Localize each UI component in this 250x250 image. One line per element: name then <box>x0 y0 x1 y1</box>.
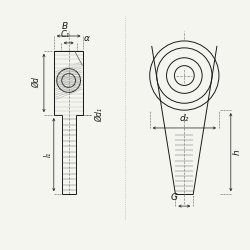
Text: h: h <box>232 149 241 155</box>
Text: α: α <box>84 34 89 43</box>
Text: C₁: C₁ <box>61 30 70 39</box>
Text: B: B <box>62 22 68 31</box>
Text: l₁: l₁ <box>43 152 52 157</box>
Text: Ød₁: Ød₁ <box>95 108 104 122</box>
Text: Ød: Ød <box>32 78 42 88</box>
Text: d₂: d₂ <box>180 114 189 123</box>
Text: G: G <box>171 193 178 202</box>
